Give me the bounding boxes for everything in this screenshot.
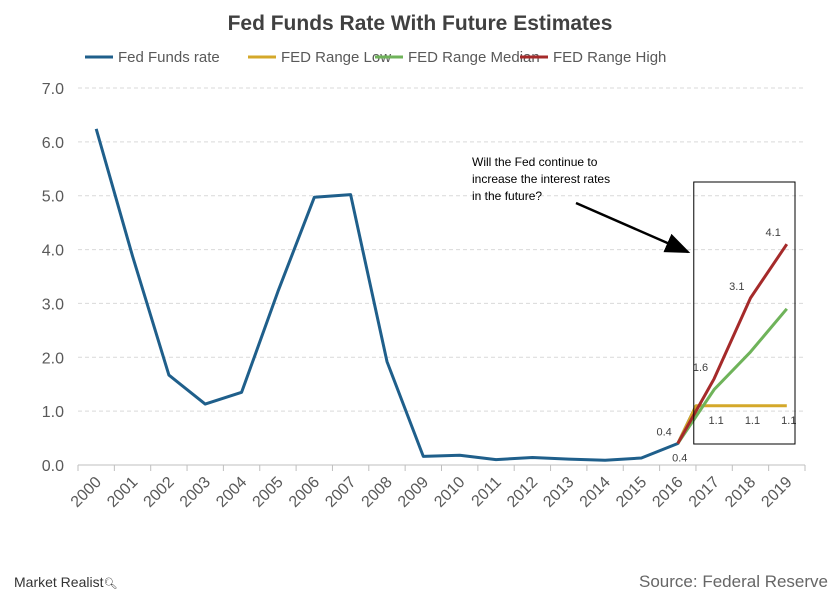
data-label: 3.1 [729, 281, 744, 293]
x-tick-label: 2016 [649, 474, 686, 511]
series-line [676, 307, 788, 445]
x-tick-label: 2018 [722, 474, 759, 511]
x-tick-label: 2002 [141, 474, 178, 511]
data-label: 1.1 [745, 415, 760, 427]
x-tick-label: 2014 [577, 474, 614, 511]
annotation-text: in the future? [472, 189, 542, 203]
x-tick-label: 2008 [359, 474, 396, 511]
x-tick-label: 2019 [758, 474, 795, 511]
x-tick-label: 2009 [395, 474, 432, 511]
y-tick-label: 6.0 [42, 135, 64, 152]
y-tick-label: 5.0 [42, 189, 64, 206]
x-tick-label: 2001 [104, 474, 141, 511]
x-axis: 2000 2001 2002 2003 2004 2005 2006 2007 2008 2009… [68, 464, 806, 511]
chart-title: Fed Funds Rate With Future Estimates [228, 12, 613, 35]
x-tick-label: 2017 [686, 474, 723, 511]
x-tick-label: 2015 [613, 474, 650, 511]
x-tick-label: 2005 [250, 474, 287, 511]
data-label: 1.6 [693, 362, 708, 374]
y-tick-label: 2.0 [42, 350, 64, 367]
brand-logo-text: Market Realist [14, 574, 104, 590]
data-label: 0.4 [672, 452, 687, 464]
x-tick-label: 2004 [213, 474, 250, 511]
x-tick-label: 2013 [540, 474, 577, 511]
x-tick-label: 2003 [177, 474, 214, 511]
x-tick-label: 2007 [322, 474, 359, 511]
series-line [94, 128, 698, 462]
data-label: 0.4 [656, 426, 671, 438]
annotation-text: Will the Fed continue to [472, 155, 598, 169]
x-tick-label: 2012 [504, 474, 541, 511]
x-tick-label: 2000 [68, 474, 105, 511]
annotation: Will the Fed continue to increase the int… [472, 155, 796, 445]
x-tick-label: 2011 [469, 474, 505, 510]
data-label: 4.1 [766, 227, 781, 239]
x-tick-label: 2006 [286, 474, 323, 511]
series-lines [94, 128, 789, 462]
annotation-arrow [575, 201, 691, 254]
y-axis-ticks: 0.0 1.0 2.0 3.0 4.0 5.0 6.0 7.0 [42, 81, 64, 475]
legend: Fed Funds rate FED Range Low FED Range Med… [85, 49, 666, 66]
data-label: 1.1 [708, 415, 723, 427]
annotation-text: increase the interest rates [472, 172, 610, 186]
magnifier-icon: 🔍︎ [103, 578, 118, 590]
x-tick-label: 2010 [431, 474, 468, 511]
series-line [676, 404, 787, 445]
y-tick-label: 7.0 [42, 81, 64, 98]
legend-label: FED Range Low [281, 49, 391, 66]
y-tick-label: 1.0 [42, 404, 64, 421]
y-tick-label: 4.0 [42, 243, 64, 260]
y-tick-label: 3.0 [42, 296, 64, 313]
data-labels: 0.4 0.4 1.6 3.1 4.1 1.1 1.1 1.1 [656, 227, 796, 464]
estimate-box [693, 181, 796, 445]
legend-label: Fed Funds rate [118, 49, 220, 66]
legend-label: FED Range Median [408, 49, 540, 66]
brand-logo: Market Realist🔍︎ [14, 574, 117, 590]
series-line [676, 243, 789, 445]
legend-label: FED Range High [553, 49, 666, 66]
source-note: Source: Federal Reserve [639, 572, 828, 591]
data-label: 1.1 [781, 415, 796, 427]
y-tick-label: 0.0 [42, 458, 64, 475]
